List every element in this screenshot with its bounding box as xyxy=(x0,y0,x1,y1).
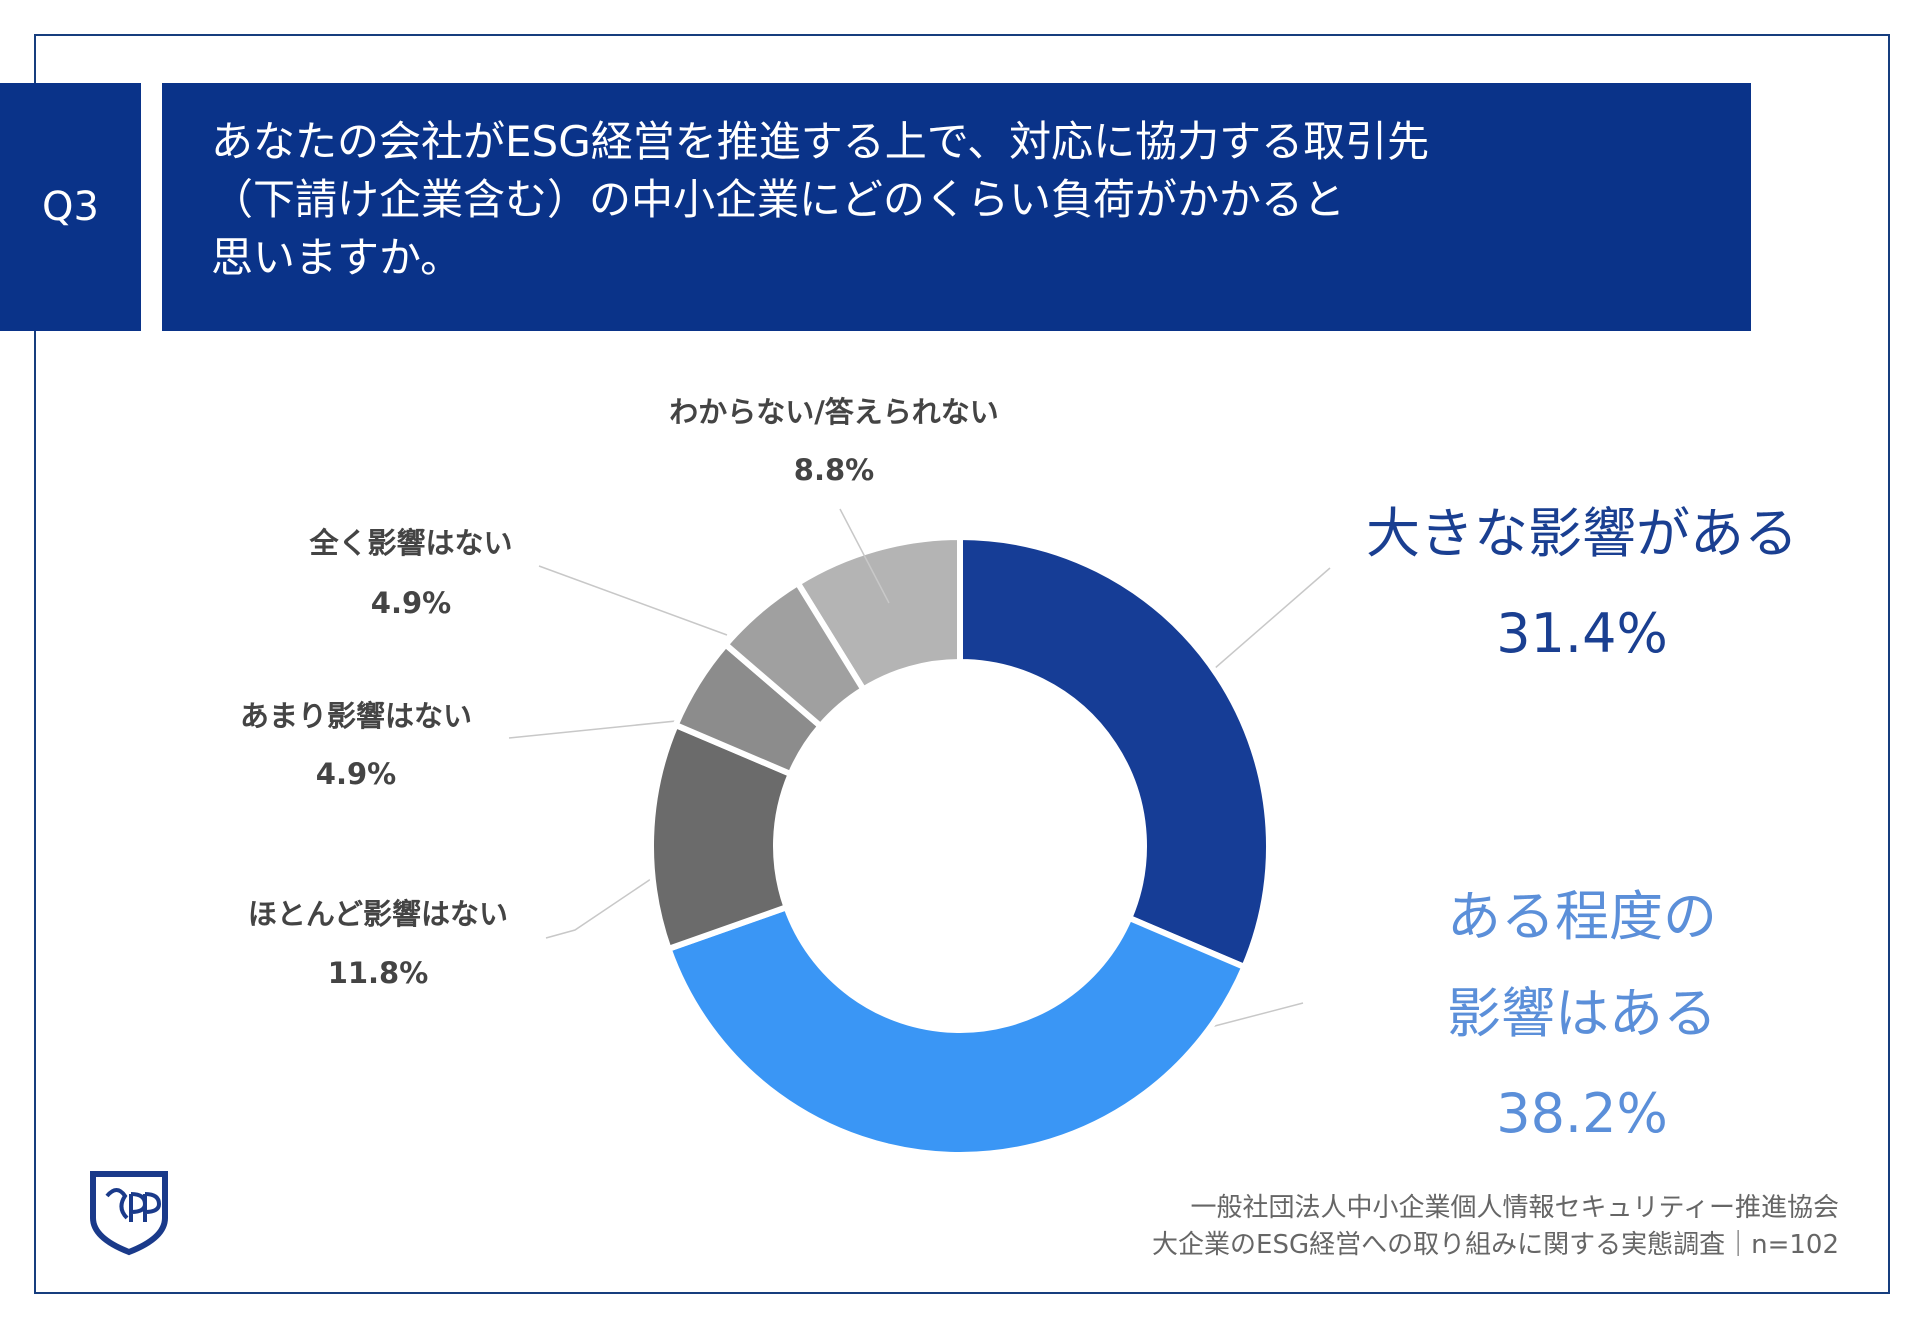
category-label: ある程度の影響はある xyxy=(1447,885,1717,1046)
title-line: （下請け企業含む）の中小企業にどのくらい負荷がかかると xyxy=(211,175,1346,224)
value-label: 38.2% xyxy=(1496,1082,1668,1145)
category-label: 全く影響はない xyxy=(309,526,513,560)
value-label: 4.9% xyxy=(370,586,452,620)
donut-segment xyxy=(721,578,868,731)
category-label: 大きな影響がある xyxy=(1366,502,1798,565)
donut-segment xyxy=(664,903,1249,1158)
value-label: 8.8% xyxy=(793,453,875,487)
value-label: 31.4% xyxy=(1496,602,1668,665)
leader-line xyxy=(839,508,890,604)
footer: 一般社団法人中小企業個人情報セキュリティー推進協会 大企業のESG経営への取り組… xyxy=(1152,1190,1839,1264)
footer-line: 大企業のESG経営への取り組みに関する実態調査｜n=102 xyxy=(1152,1230,1839,1260)
frame xyxy=(34,34,1890,1294)
question-badge: Q3 xyxy=(0,83,141,331)
title-line: あなたの会社がESG経営を推進する上で、対応に協力する取引先 xyxy=(211,117,1430,166)
title-line: 思いますか。 xyxy=(211,233,463,282)
value-label: 11.8% xyxy=(327,956,429,990)
logo xyxy=(90,1171,168,1256)
leader-line xyxy=(538,565,728,636)
donut-segment xyxy=(957,533,1272,971)
footer-line: 一般社団法人中小企業個人情報セキュリティー推進協会 xyxy=(1190,1193,1839,1223)
category-label: あまり影響はない xyxy=(239,699,472,733)
category-label: わからない/答えられない xyxy=(669,395,999,429)
value-label: 4.9% xyxy=(315,757,397,791)
category-label: ほとんど影響はない xyxy=(247,897,509,931)
question-title: あなたの会社がESG経営を推進する上で、対応に協力する取引先 （下請け企業含む）… xyxy=(162,83,1751,331)
